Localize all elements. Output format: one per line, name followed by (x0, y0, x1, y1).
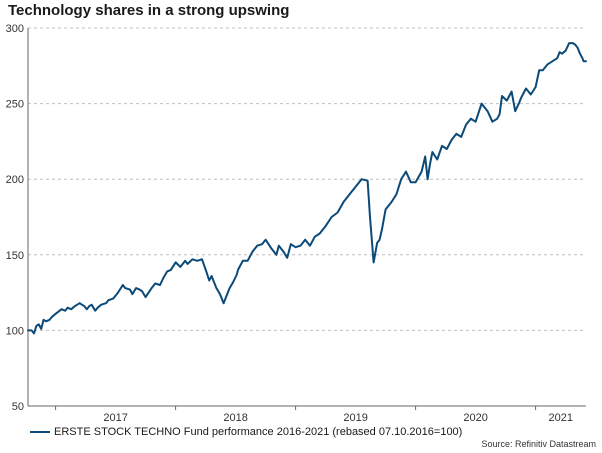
axis-layer: 50 100 150 200 250 300 2017 2018 2019 2020 2021 (6, 23, 586, 424)
x-tick-label: 2017 (103, 412, 127, 424)
y-tick-label: 200 (6, 174, 24, 186)
y-tick-label: 50 (12, 401, 24, 413)
legend-label: ERSTE STOCK TECHNO Fund performance 2016… (54, 426, 463, 438)
chart-title: Technology shares in a strong upswing (8, 2, 290, 19)
series-layer (27, 42, 587, 335)
y-tick-label: 150 (6, 250, 24, 262)
x-tick-label: 2019 (343, 412, 367, 424)
x-tick-label: 2021 (549, 412, 573, 424)
source-note: Source: Refinitiv Datastream (481, 439, 596, 449)
y-tick-label: 100 (6, 325, 24, 337)
series-line (27, 42, 587, 335)
x-tick-label: 2020 (463, 412, 487, 424)
legend-swatch (30, 431, 50, 433)
legend: ERSTE STOCK TECHNO Fund performance 2016… (30, 426, 462, 438)
y-tick-label: 250 (6, 99, 24, 111)
grid-layer (28, 27, 586, 331)
y-tick-label: 300 (6, 23, 24, 35)
x-tick-label: 2018 (223, 412, 247, 424)
